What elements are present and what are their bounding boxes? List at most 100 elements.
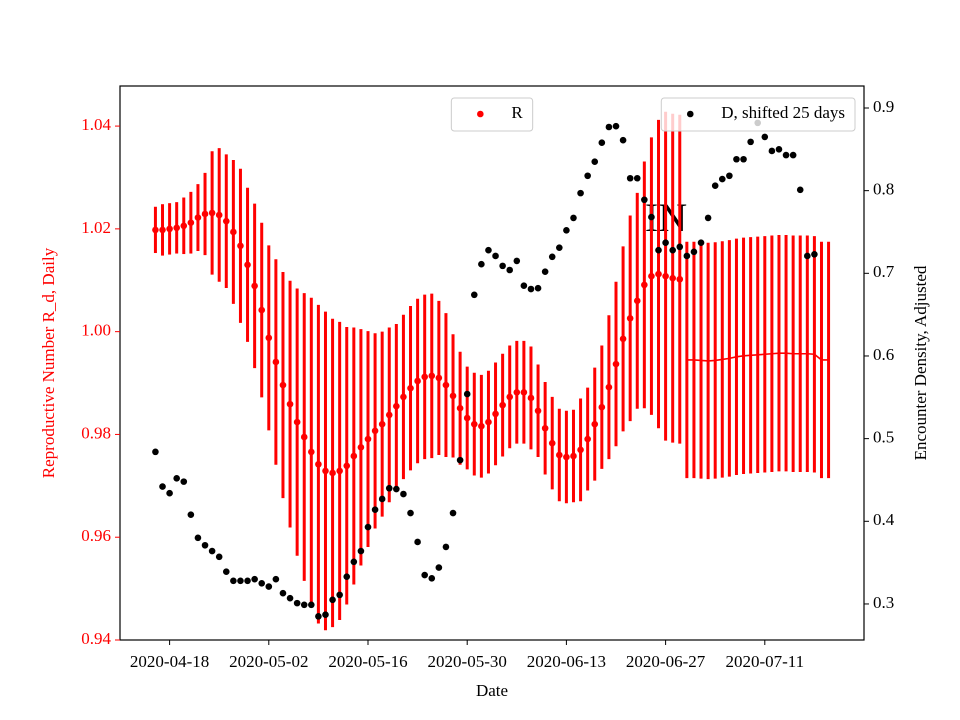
data-point xyxy=(633,297,641,305)
data-point xyxy=(662,239,669,247)
data-point xyxy=(782,151,790,159)
data-point xyxy=(641,281,648,289)
data-point xyxy=(222,568,230,576)
data-point xyxy=(378,495,386,503)
data-point xyxy=(265,334,273,342)
data-point xyxy=(300,601,308,609)
data-point xyxy=(570,452,577,460)
data-point xyxy=(385,484,393,492)
legend-marker xyxy=(686,110,694,118)
data-point xyxy=(456,456,464,464)
data-point xyxy=(612,360,620,368)
data-point xyxy=(315,613,322,620)
data-point xyxy=(300,433,308,441)
data-point xyxy=(286,594,294,602)
data-point xyxy=(669,246,676,254)
data-point xyxy=(711,182,719,189)
data-point xyxy=(570,214,577,222)
data-point xyxy=(506,393,514,401)
data-point xyxy=(527,394,535,402)
data-point xyxy=(598,139,606,147)
data-point xyxy=(740,155,747,163)
data-point xyxy=(548,253,556,261)
data-point xyxy=(662,272,669,280)
data-point xyxy=(385,411,393,419)
legend-marker xyxy=(477,110,484,118)
data-point xyxy=(641,196,648,204)
data-point xyxy=(591,420,599,428)
data-point xyxy=(180,222,188,230)
data-point xyxy=(173,475,180,482)
data-point xyxy=(704,214,712,222)
data-point xyxy=(619,136,627,144)
data-point xyxy=(577,446,584,454)
data-point xyxy=(435,374,443,382)
data-point xyxy=(463,414,471,422)
y2-tick-label: 0.8 xyxy=(873,180,894,199)
data-point xyxy=(690,248,698,256)
data-point xyxy=(506,266,514,274)
data-point xyxy=(393,402,400,410)
data-point xyxy=(718,175,726,183)
data-point xyxy=(166,489,173,497)
data-point xyxy=(768,147,776,155)
y-axis-label: Reproductive Number R_d, Daily xyxy=(39,247,58,478)
data-point xyxy=(208,547,216,555)
data-point xyxy=(322,611,329,619)
data-point xyxy=(371,427,379,435)
data-point xyxy=(343,462,351,470)
data-point xyxy=(726,172,733,180)
data-point xyxy=(683,252,691,260)
data-point xyxy=(166,225,173,233)
data-point xyxy=(251,575,258,583)
data-point xyxy=(201,210,209,218)
data-point xyxy=(258,579,266,587)
data-point xyxy=(159,226,166,234)
data-point xyxy=(442,543,450,551)
data-point xyxy=(336,467,343,475)
y-tick-label: 0.94 xyxy=(81,629,111,648)
data-point xyxy=(534,407,542,415)
data-point xyxy=(676,275,684,283)
y2-tick-label: 0.9 xyxy=(873,97,894,116)
data-point xyxy=(308,601,315,609)
data-point xyxy=(520,388,528,396)
data-point xyxy=(499,401,506,409)
data-point xyxy=(733,155,740,163)
x-tick-label: 2020-05-30 xyxy=(428,652,507,671)
data-point xyxy=(279,589,287,597)
data-point xyxy=(201,541,209,549)
data-point xyxy=(492,410,499,418)
data-point xyxy=(251,282,258,290)
data-point xyxy=(173,224,180,232)
data-point xyxy=(364,435,372,443)
data-point xyxy=(293,418,301,426)
data-point xyxy=(428,575,436,582)
data-point xyxy=(414,377,421,385)
data-point xyxy=(308,448,315,456)
data-point xyxy=(272,358,280,366)
legend-label: R xyxy=(511,103,523,122)
data-point xyxy=(371,506,379,514)
x-tick-label: 2020-06-27 xyxy=(626,652,706,671)
legend-label: D, shifted 25 days xyxy=(721,103,845,122)
data-point xyxy=(215,553,223,561)
data-point xyxy=(556,451,563,459)
data-point xyxy=(591,158,599,166)
data-point xyxy=(648,272,655,280)
data-point xyxy=(215,211,223,219)
data-point xyxy=(187,219,195,227)
data-point xyxy=(669,274,676,282)
data-point xyxy=(796,186,804,194)
data-point xyxy=(697,239,705,247)
plot-frame xyxy=(119,85,865,641)
y2-axis-label: Encounter Density, Adjusted xyxy=(911,265,930,460)
data-point xyxy=(364,523,372,531)
data-point xyxy=(598,403,606,411)
data-point xyxy=(626,314,634,322)
data-point xyxy=(463,390,471,398)
data-point xyxy=(414,538,421,546)
data-point xyxy=(584,435,591,443)
series-line xyxy=(686,352,829,362)
